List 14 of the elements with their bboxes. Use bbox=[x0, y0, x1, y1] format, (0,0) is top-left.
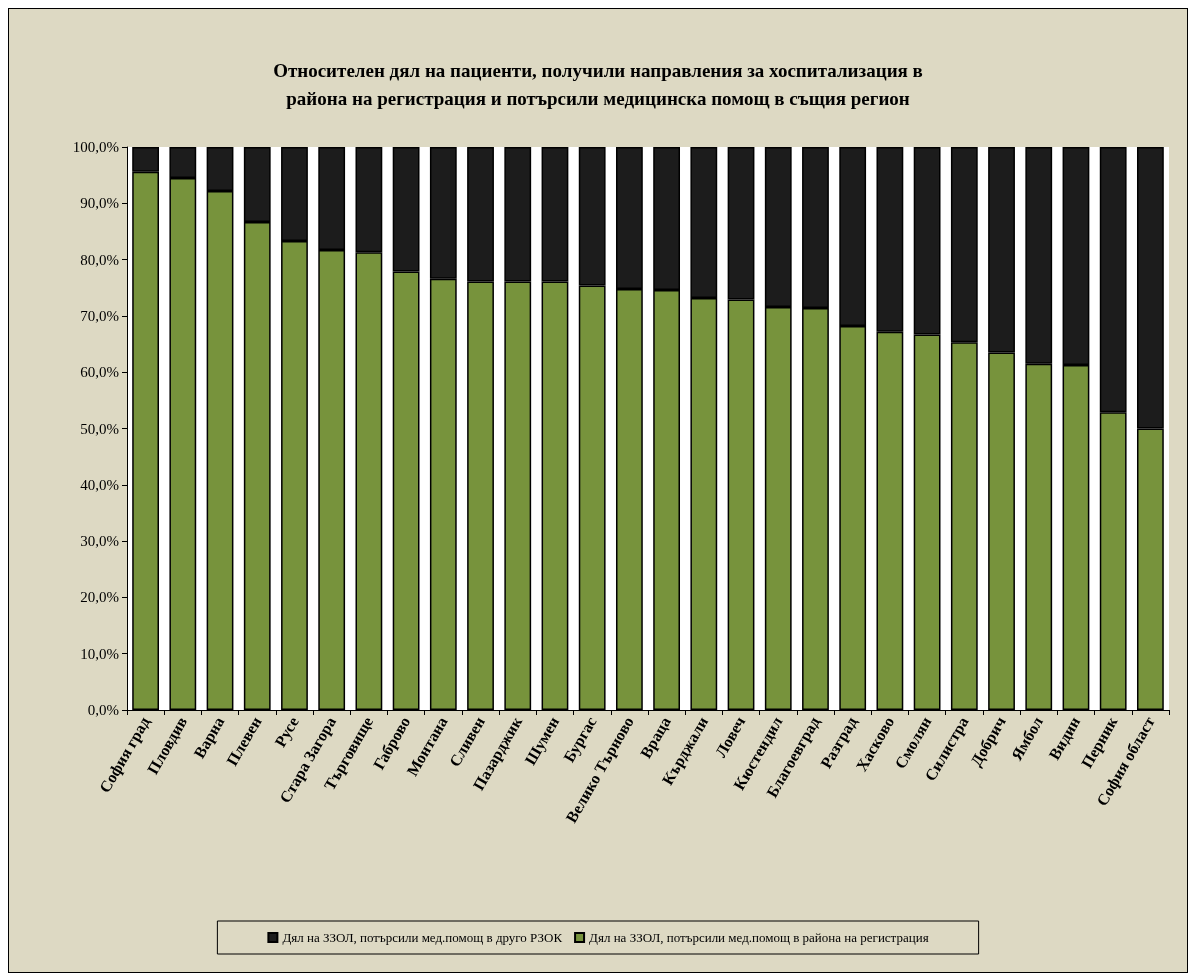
y-tick-label: 70,0% bbox=[80, 307, 119, 324]
y-tick-label: 100,0% bbox=[72, 139, 119, 155]
y-tick-label: 90,0% bbox=[80, 195, 119, 212]
y-tick-label: 40,0% bbox=[80, 476, 119, 493]
y-tick-label: 50,0% bbox=[80, 420, 119, 437]
chart-title: Относителен дял на пациенти, получили направления за хоспитализация в района на регистрация и потърсили медицинска помощ в същия регион bbox=[273, 59, 923, 109]
y-tick-label: 80,0% bbox=[80, 251, 119, 268]
y-tick-label: 10,0% bbox=[80, 645, 119, 662]
y-tick-label: 20,0% bbox=[80, 589, 119, 606]
y-tick-label: 30,0% bbox=[80, 533, 119, 550]
y-tick-label: 0,0% bbox=[87, 702, 119, 718]
y-tick-label: 60,0% bbox=[80, 364, 119, 381]
legend-label: Дял на ЗЗОЛ, потърсили мед.помощ в района на регистрация bbox=[589, 930, 929, 945]
legend-label: Дял на ЗЗОЛ, потърсили мед.помощ в друго РЗОК bbox=[282, 930, 563, 945]
